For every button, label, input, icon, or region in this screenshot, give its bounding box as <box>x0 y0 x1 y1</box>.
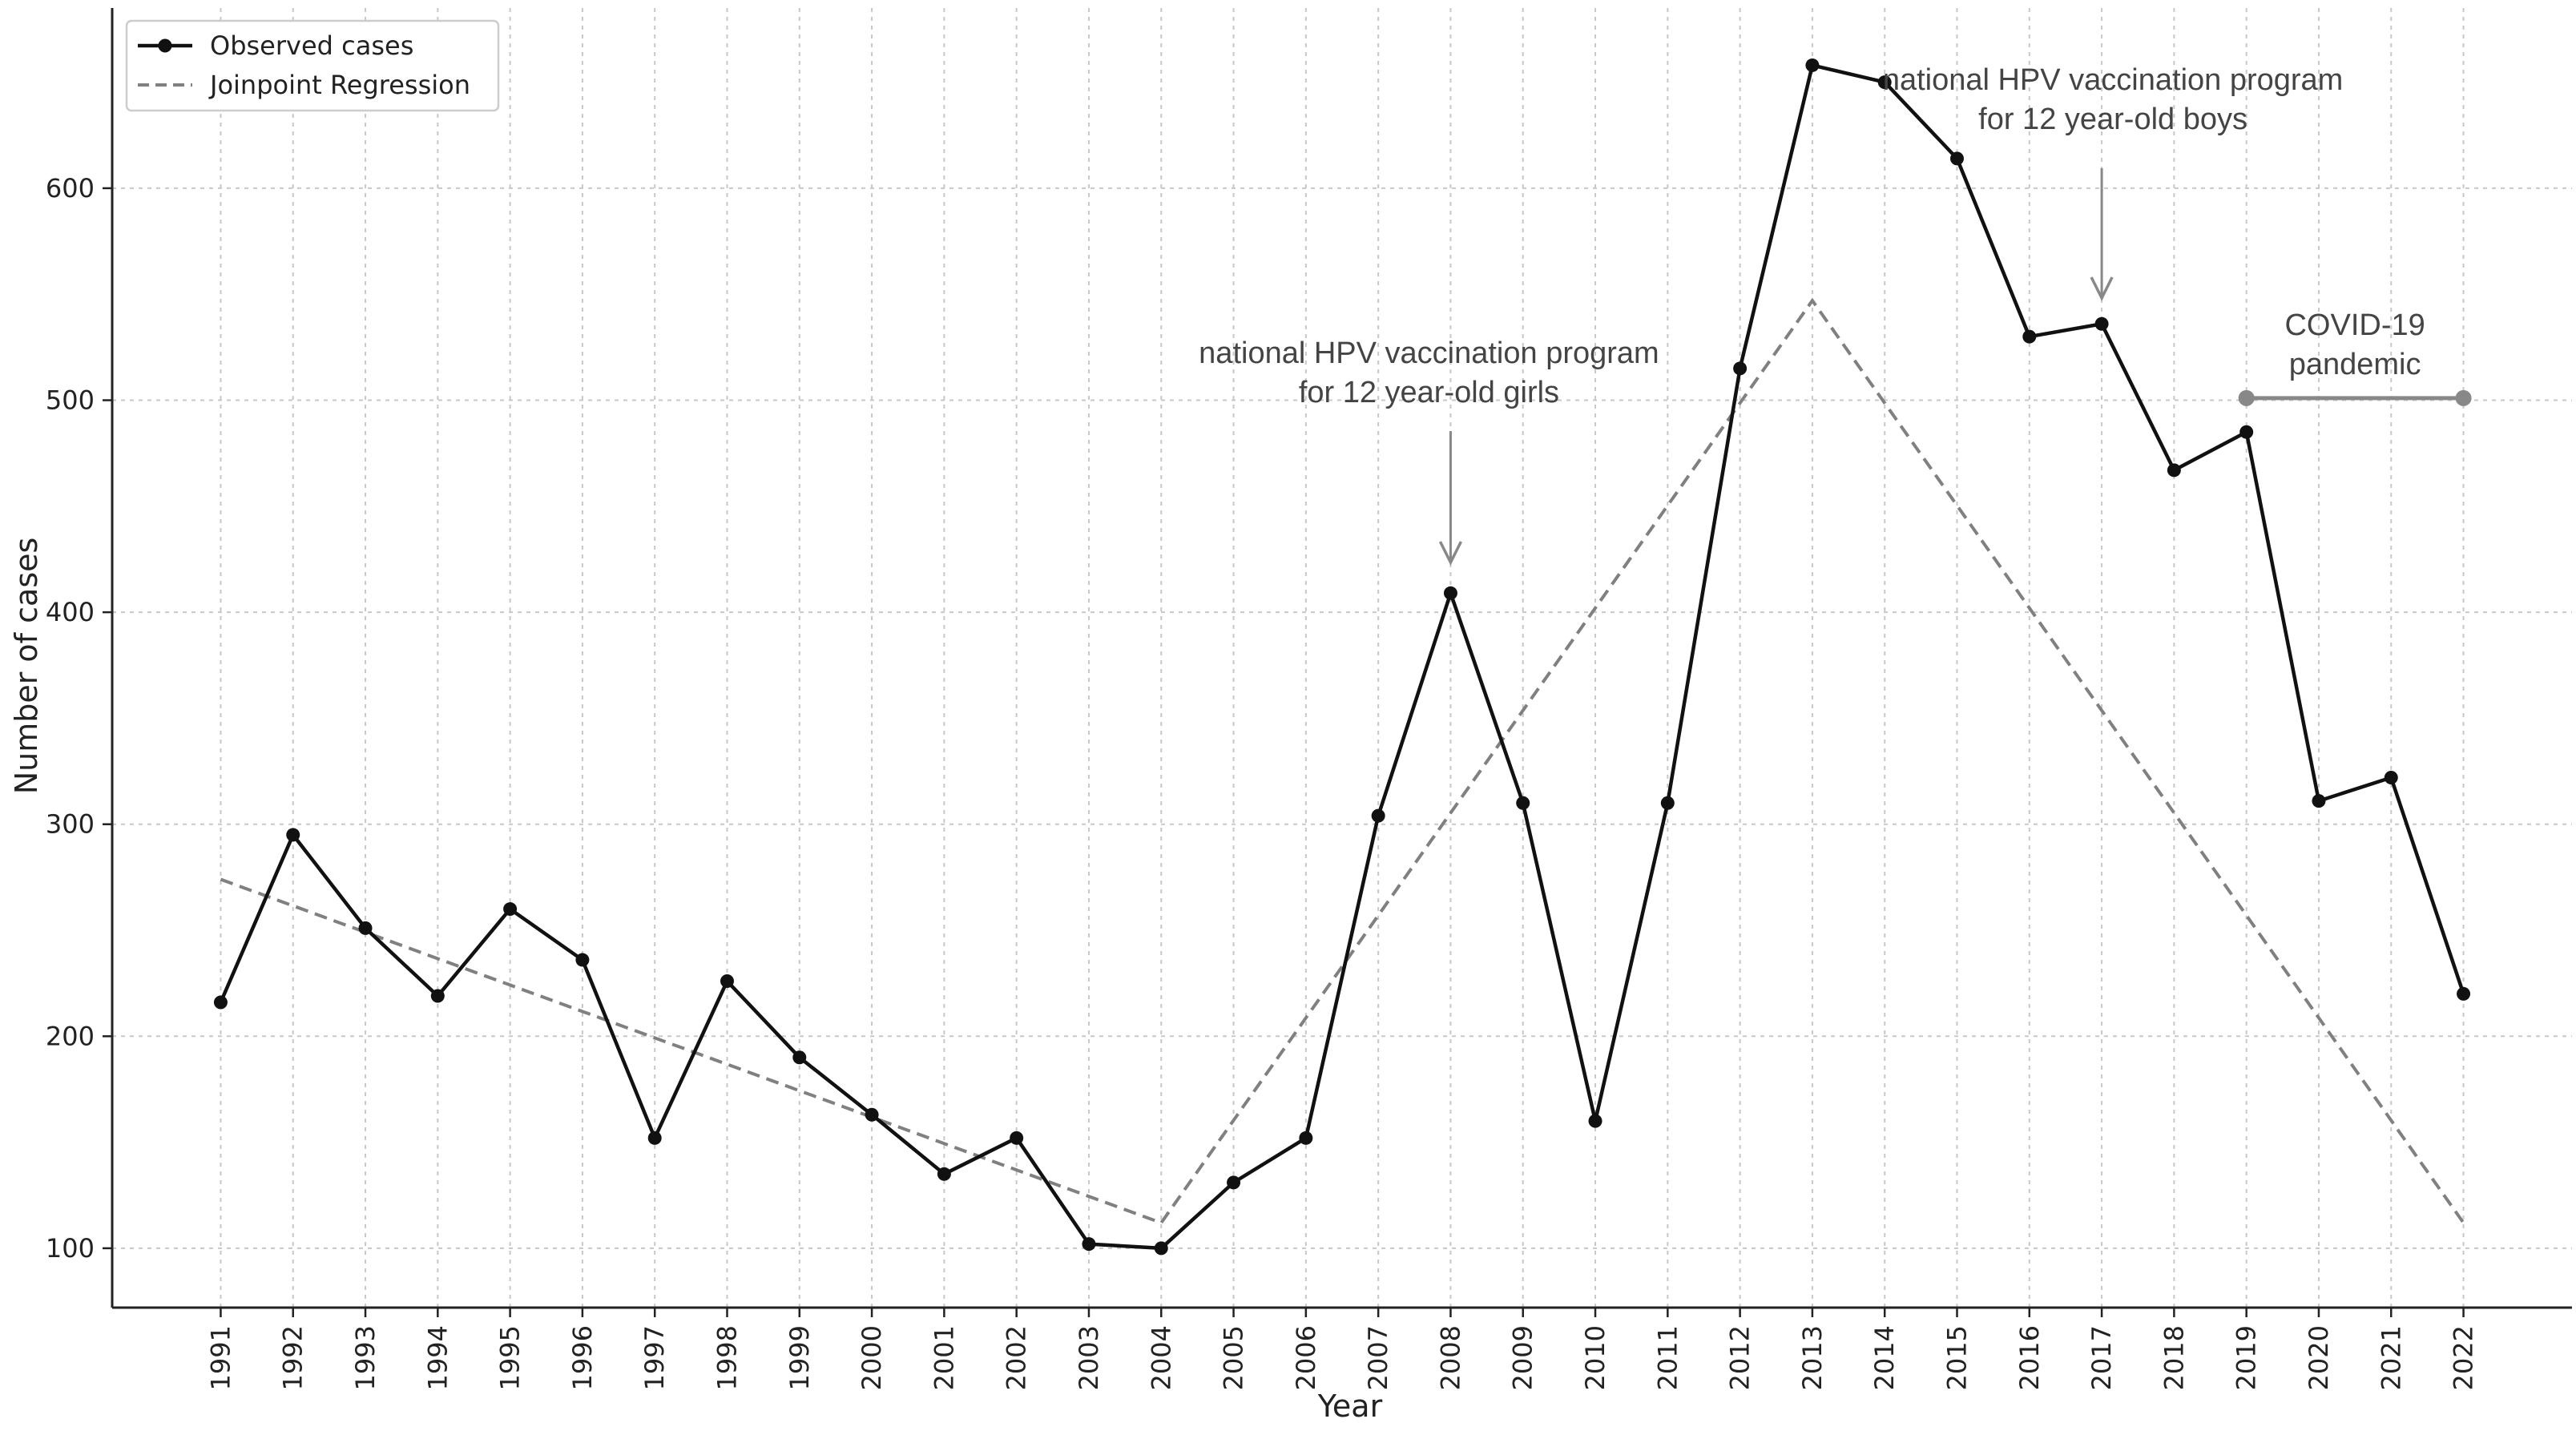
annotation-boys-line-2: for 12 year-old boys <box>1978 103 2247 136</box>
legend-observed-marker <box>158 38 172 53</box>
x-tick-label: 1991 <box>205 1325 236 1390</box>
data-point-2016 <box>2022 329 2037 344</box>
data-point-2017 <box>2094 316 2109 331</box>
data-point-2007 <box>1371 808 1385 823</box>
data-point-2000 <box>865 1107 879 1122</box>
data-point-1992 <box>286 828 300 842</box>
legend: Observed cases Joinpoint Regression <box>125 19 500 112</box>
y-tick-label: 400 <box>46 597 95 627</box>
x-tick-label: 2009 <box>1508 1325 1538 1390</box>
data-point-1997 <box>647 1131 662 1145</box>
data-point-2014 <box>1877 75 1892 90</box>
y-tick-label: 600 <box>46 173 95 204</box>
x-tick-label: 1996 <box>567 1325 598 1390</box>
annotation-boys-line-1: national HPV vaccination program <box>1883 63 2344 97</box>
data-point-2010 <box>1588 1114 1602 1128</box>
data-point-2004 <box>1154 1241 1168 1256</box>
x-tick-label: 1999 <box>784 1325 815 1390</box>
data-point-2001 <box>937 1167 951 1181</box>
x-tick-label: 2003 <box>1074 1325 1104 1390</box>
x-tick-label: 2020 <box>2304 1325 2334 1390</box>
data-point-2006 <box>1299 1131 1313 1145</box>
data-point-2020 <box>2312 794 2326 808</box>
x-tick-label: 1998 <box>712 1325 743 1390</box>
data-point-2022 <box>2457 986 2471 1001</box>
x-tick-label: 2004 <box>1146 1325 1176 1390</box>
data-point-2005 <box>1227 1175 1241 1190</box>
x-tick-label: 2002 <box>1002 1325 1032 1390</box>
data-point-2018 <box>2167 463 2181 478</box>
x-tick-label: 1992 <box>278 1325 308 1390</box>
x-tick-label: 2007 <box>1363 1325 1393 1390</box>
data-point-2002 <box>1010 1131 1024 1145</box>
x-tick-label: 2021 <box>2376 1325 2406 1390</box>
joinpoint-regression-line <box>220 297 2465 1225</box>
x-tick-label: 1993 <box>350 1325 381 1390</box>
x-tick-label: 2000 <box>857 1325 887 1390</box>
x-tick-label: 2016 <box>2014 1325 2045 1390</box>
covid-range-start <box>2238 389 2255 406</box>
x-tick-label: 2012 <box>1725 1325 1756 1390</box>
x-axis-title: Year <box>1317 1389 1383 1424</box>
data-point-2012 <box>1733 361 1748 376</box>
data-point-2019 <box>2239 425 2254 439</box>
data-point-1993 <box>358 921 373 935</box>
x-tick-label: 2022 <box>2449 1325 2479 1390</box>
annotation-covid-line-2: pandemic <box>2289 348 2421 381</box>
arrow-boys-head <box>2090 276 2114 301</box>
x-tick-label: 1994 <box>422 1325 453 1390</box>
data-point-2003 <box>1082 1237 1096 1252</box>
legend-regression-label: Joinpoint Regression <box>208 70 470 100</box>
axes: 100 200 300 400 500 600 1991 1992 1993 1994 1995 19… <box>46 8 2572 1390</box>
data-point-1994 <box>430 989 445 1003</box>
data-point-1998 <box>720 974 734 989</box>
data-point-2009 <box>1516 796 1530 810</box>
legend-box <box>125 19 500 112</box>
grid <box>112 8 2572 1308</box>
y-tick-label: 200 <box>46 1021 95 1051</box>
covid-range-end <box>2455 389 2472 406</box>
data-point-2015 <box>1950 151 1964 166</box>
x-tick-label: 2011 <box>1652 1325 1683 1390</box>
x-tick-label: 2013 <box>1797 1325 1828 1390</box>
y-tick-label: 300 <box>46 809 95 840</box>
x-tick-label: 2014 <box>1869 1325 1900 1390</box>
x-tick-label: 1995 <box>495 1325 526 1390</box>
x-tick-label: 2006 <box>1291 1325 1321 1390</box>
data-point-1995 <box>503 902 518 917</box>
data-point-2013 <box>1805 58 1820 72</box>
data-point-1999 <box>792 1050 807 1065</box>
y-tick-label: 100 <box>46 1233 95 1264</box>
data-point-1991 <box>213 995 228 1010</box>
x-tick-label: 2005 <box>1219 1325 1249 1390</box>
legend-observed-label: Observed cases <box>210 30 413 61</box>
annotation-covid-line-1: COVID-19 <box>2284 308 2425 342</box>
observed-cases-line <box>219 63 2465 1251</box>
x-tick-label: 2015 <box>1942 1325 1973 1390</box>
joinpoint-regression-series <box>220 297 2465 1225</box>
arrow-girls-head <box>1438 541 1463 566</box>
x-tick-label: 2008 <box>1435 1325 1465 1390</box>
annotations: national HPV vaccination program for 12 y… <box>1199 63 2472 566</box>
data-point-2011 <box>1660 796 1675 810</box>
y-axis-title: Number of cases <box>9 538 44 795</box>
x-tick-label: 2019 <box>2231 1325 2262 1390</box>
data-point-2021 <box>2384 770 2398 784</box>
annotation-girls-line-2: for 12 year-old girls <box>1299 376 1559 409</box>
x-tick-label: 1997 <box>639 1325 670 1390</box>
x-tick-label: 2018 <box>2159 1325 2189 1390</box>
data-point-1996 <box>575 953 590 967</box>
x-tick-label: 2001 <box>929 1325 959 1390</box>
x-tick-label: 2010 <box>1580 1325 1611 1390</box>
annotation-girls-line-1: national HPV vaccination program <box>1199 337 1659 370</box>
observed-cases-series <box>213 58 2471 1256</box>
data-point-2008 <box>1443 586 1457 600</box>
x-tick-label: 2017 <box>2086 1325 2117 1390</box>
y-tick-label: 500 <box>46 385 95 416</box>
